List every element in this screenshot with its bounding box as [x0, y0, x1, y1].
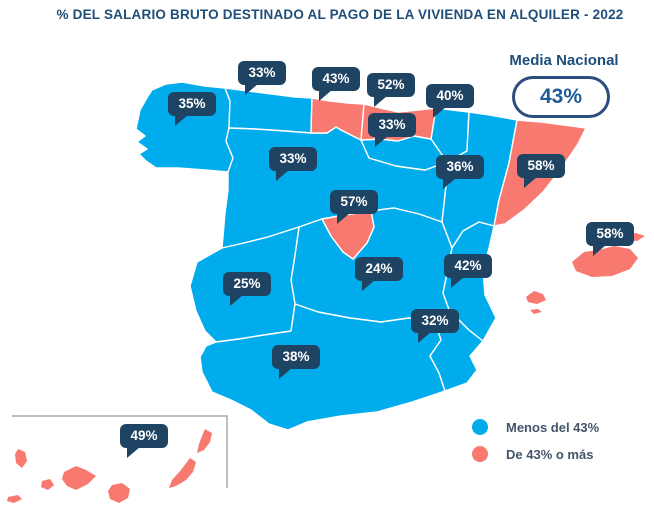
- callout-value: 24%: [365, 261, 393, 276]
- island-ibiza: [526, 291, 546, 304]
- callout-value: 40%: [436, 88, 464, 103]
- callout-c-valenciana: 42%: [444, 254, 492, 288]
- island-mallorca: [572, 246, 638, 277]
- callout-value: 49%: [130, 428, 158, 443]
- callout-value: 33%: [279, 151, 307, 166]
- callout-value: 33%: [378, 117, 406, 132]
- callout-aragon: 36%: [436, 155, 484, 189]
- callout-madrid: 57%: [330, 190, 378, 224]
- callout-value: 25%: [233, 276, 261, 291]
- callout-pais-vasco: 52%: [367, 73, 415, 107]
- callout-asturias: 33%: [238, 61, 286, 95]
- callout-value: 38%: [282, 349, 310, 364]
- legend: Menos del 43% De 43% o más: [472, 417, 599, 471]
- region-asturias: [224, 87, 313, 134]
- callout-extremadura: 25%: [223, 272, 271, 306]
- callout-value: 43%: [322, 71, 350, 86]
- callout-value: 58%: [527, 158, 555, 173]
- callout-murcia: 32%: [411, 309, 459, 343]
- canary-inset-frame: [12, 415, 228, 488]
- legend-dot-below-icon: [472, 419, 488, 435]
- callout-andalucia: 38%: [272, 345, 320, 379]
- legend-dot-above-icon: [472, 446, 488, 462]
- legend-row-above: De 43% o más: [472, 444, 599, 464]
- callout-value: 32%: [421, 313, 449, 328]
- island-lanzarote: [197, 429, 212, 453]
- callout-value: 33%: [248, 65, 276, 80]
- region-cantabria: [310, 97, 365, 141]
- island-tenerife: [62, 466, 96, 490]
- island-la-gomera: [41, 479, 54, 490]
- legend-label-below: Menos del 43%: [506, 419, 600, 435]
- island-gran-canaria: [108, 483, 130, 503]
- national-average-value: 43%: [539, 85, 583, 108]
- island-fuerteventura: [169, 458, 196, 488]
- legend-row-below: Menos del 43%: [472, 417, 599, 437]
- callout-la-rioja: 33%: [368, 113, 416, 147]
- callout-navarra: 40%: [426, 84, 474, 118]
- callout-baleares: 58%: [586, 222, 634, 256]
- island-el-hierro: [7, 495, 22, 503]
- callout-value: 35%: [178, 96, 206, 111]
- callout-value: 42%: [454, 258, 482, 273]
- callout-castilla-la-mancha: 24%: [355, 257, 403, 291]
- callout-canarias: 49%: [120, 424, 168, 458]
- callout-galicia: 35%: [168, 92, 216, 126]
- callout-cataluna: 58%: [517, 154, 565, 188]
- island-la-palma: [15, 449, 27, 468]
- national-average-badge: 43%: [512, 76, 610, 118]
- legend-label-above: De 43% o más: [506, 446, 594, 462]
- page-title: % DEL SALARIO BRUTO DESTINADO AL PAGO DE…: [56, 7, 624, 22]
- national-average-label: Media Nacional: [509, 52, 619, 69]
- callout-cantabria: 43%: [312, 67, 360, 101]
- callout-castilla-y-leon: 33%: [269, 147, 317, 181]
- island-formentera: [530, 309, 542, 314]
- callout-value: 58%: [596, 226, 624, 241]
- callout-value: 57%: [340, 194, 368, 209]
- callout-value: 52%: [377, 77, 405, 92]
- callout-value: 36%: [446, 159, 474, 174]
